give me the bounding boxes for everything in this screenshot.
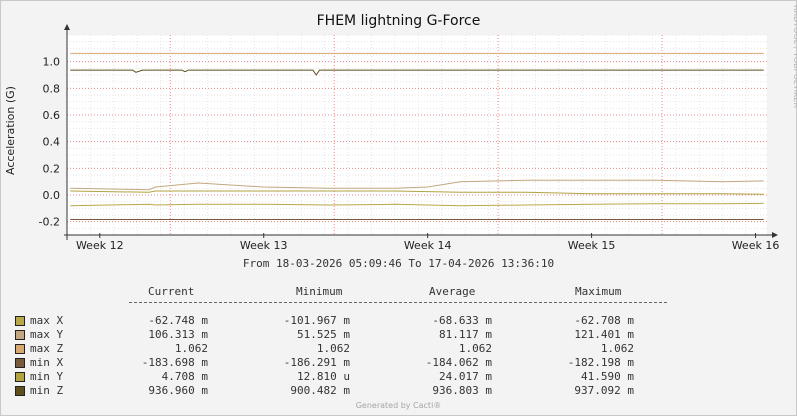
legend-series-name: min Y <box>30 370 64 383</box>
legend-value-minimum: 900.482 m <box>290 384 350 397</box>
legend-series-name: max X <box>30 314 64 327</box>
y-axis-arrow <box>64 24 70 30</box>
legend-swatch <box>15 316 25 326</box>
legend-value-average: 936.803 m <box>432 384 492 397</box>
legend-value-minimum: 51.525 m <box>297 328 350 341</box>
x-tick-label: Week 12 <box>76 239 124 252</box>
y-tick-label: 1.0 <box>43 56 61 69</box>
legend-value-maximum: -62.708 m <box>574 314 634 327</box>
legend-header-maximum: Maximum <box>575 285 622 298</box>
legend-series-name: max Z <box>30 342 64 355</box>
y-tick-label: 0.8 <box>43 82 61 95</box>
chart-title: FHEM lightning G-Force <box>316 13 481 29</box>
legend-value-current: -183.698 m <box>141 356 208 369</box>
legend-value-average: -184.062 m <box>425 356 492 369</box>
legend-value-minimum: 12.810 u <box>297 370 350 383</box>
x-tick-label: Week 16 <box>732 239 780 252</box>
watermark: RRDTOOL / TOBI OETIKER <box>792 5 797 109</box>
legend-value-average: 1.062 <box>458 342 492 355</box>
y-tick-label: 0.2 <box>43 162 61 175</box>
legend-header-minimum: Minimum <box>296 285 343 298</box>
series-line <box>70 190 764 195</box>
legend-divider <box>129 302 667 303</box>
legend-series-name: min X <box>30 356 64 369</box>
x-tick-label: Week 13 <box>240 239 288 252</box>
footer-credit: Generated by Cacti® <box>355 401 442 410</box>
legend-value-maximum: -182.198 m <box>567 356 634 369</box>
legend-value-maximum: 1.062 <box>600 342 634 355</box>
x-tick-label: Week 15 <box>568 239 616 252</box>
legend-swatch <box>15 386 25 396</box>
legend-swatch <box>15 330 25 340</box>
legend-swatch <box>15 358 25 368</box>
y-tick-label: 0.6 <box>43 109 61 122</box>
legend-value-minimum: 1.062 <box>316 342 350 355</box>
legend-series-name: max Y <box>30 328 64 341</box>
legend-value-maximum: 937.092 m <box>574 384 634 397</box>
legend-value-average: -68.633 m <box>432 314 492 327</box>
series-line <box>70 179 764 191</box>
y-tick-label: -0.2 <box>39 216 60 229</box>
x-axis-arrow <box>772 232 778 238</box>
legend-value-average: 81.117 m <box>439 328 492 341</box>
legend-header-average: Average <box>429 285 476 298</box>
legend-value-current: 106.313 m <box>148 328 208 341</box>
date-range: From 18-03-2026 05:09:46 To 17-04-2026 1… <box>242 257 555 270</box>
legend-value-maximum: 121.401 m <box>574 328 634 341</box>
legend-value-minimum: -186.291 m <box>283 356 350 369</box>
legend-value-minimum: -101.967 m <box>283 314 350 327</box>
series-line <box>70 69 764 76</box>
y-tick-label: 0.4 <box>43 136 61 149</box>
x-tick-label: Week 14 <box>404 239 452 252</box>
y-tick-label: 0.0 <box>43 189 61 202</box>
legend-value-maximum: 41.590 m <box>581 370 634 383</box>
legend-header-current: Current <box>148 285 195 298</box>
legend-swatch <box>15 344 25 354</box>
legend-value-current: -62.748 m <box>148 314 208 327</box>
legend-series-name: min Z <box>30 384 64 397</box>
legend-value-current: 936.960 m <box>148 384 208 397</box>
series-line <box>70 202 764 207</box>
legend-swatch <box>15 372 25 382</box>
legend-value-current: 4.708 m <box>161 370 208 383</box>
legend-value-average: 24.017 m <box>439 370 492 383</box>
legend-value-current: 1.062 <box>174 342 208 355</box>
